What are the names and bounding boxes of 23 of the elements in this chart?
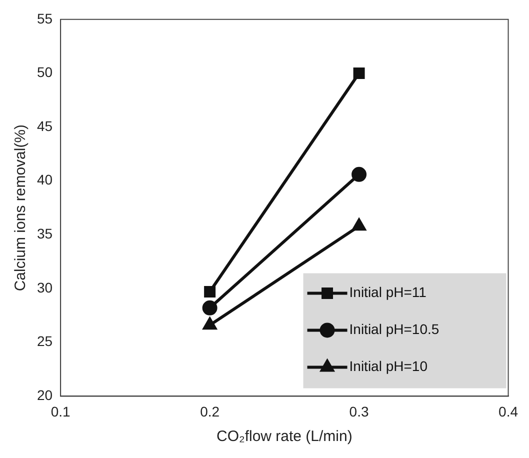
y-tick-label: 35 [36, 226, 53, 242]
y-tick-label: 50 [36, 64, 53, 80]
x-tick-label: 0.3 [349, 403, 369, 420]
y-tick-label: 25 [36, 333, 53, 350]
legend-label: Initial pH=11 [349, 284, 427, 300]
y-tick-label: 30 [36, 279, 53, 296]
x-axis-title: CO₂flow rate (L/min) [216, 428, 352, 446]
x-tick-label: 0.1 [50, 403, 71, 420]
y-tick-label: 40 [36, 172, 53, 188]
x-tick-label: 0.4 [498, 403, 518, 420]
legend-label: Initial pH=10.5 [349, 321, 440, 338]
y-axis-title: Calcium ions removal(%) [12, 124, 30, 292]
point [353, 67, 365, 79]
point [202, 300, 218, 316]
point [352, 166, 367, 182]
legend-label: Initial pH=10 [349, 358, 428, 374]
y-tick-label: 45 [36, 118, 53, 134]
x-tick-label: 0.2 [200, 403, 220, 420]
point [352, 218, 366, 231]
y-tick-label: 20 [36, 387, 53, 404]
y-tick-label: 55 [36, 10, 53, 26]
point [204, 286, 216, 298]
point [203, 318, 216, 330]
